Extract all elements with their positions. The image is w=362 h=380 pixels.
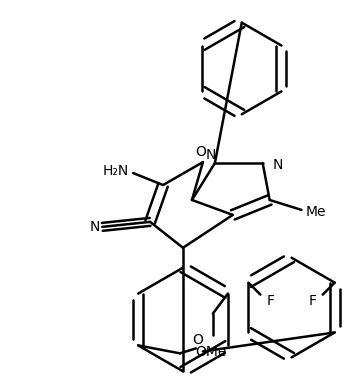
Text: O: O	[193, 333, 203, 347]
Text: F: F	[309, 294, 317, 307]
Text: N: N	[89, 220, 100, 234]
Text: OMe: OMe	[195, 345, 227, 359]
Text: O: O	[195, 145, 206, 159]
Text: N: N	[273, 158, 283, 172]
Text: F: F	[266, 294, 274, 307]
Text: Me: Me	[306, 205, 326, 219]
Text: H₂N: H₂N	[103, 164, 129, 178]
Text: N: N	[206, 148, 216, 162]
